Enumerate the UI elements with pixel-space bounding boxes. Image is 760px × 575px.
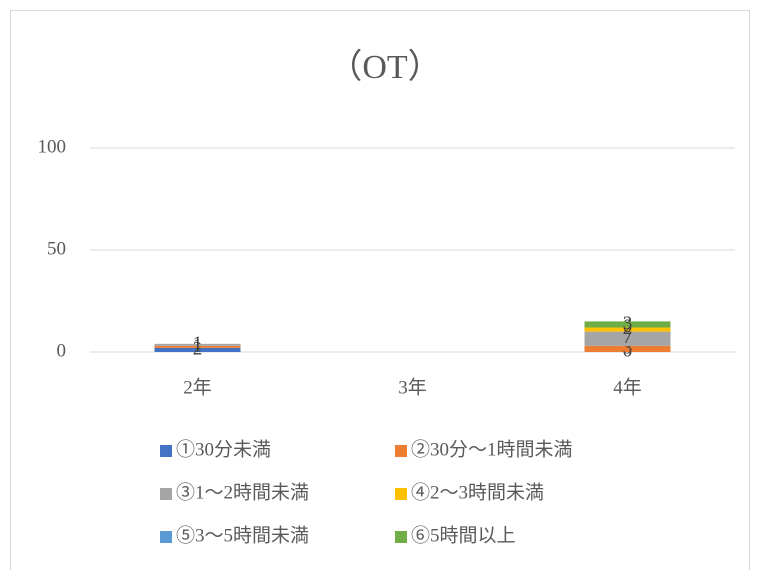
legend-swatch (395, 531, 407, 543)
y-tick-label: 0 (57, 340, 67, 361)
chart-title: （OT） (328, 48, 441, 86)
legend-label: ④2～3時間未満 (411, 481, 544, 503)
x-tick-label: 4年 (613, 376, 642, 398)
legend-swatch (395, 488, 407, 500)
chart-border (10, 10, 750, 575)
data-label: 2 (623, 318, 633, 339)
legend-swatch (160, 488, 172, 500)
bar-segment (154, 347, 241, 352)
y-tick-label: 50 (47, 238, 66, 259)
legend-label: ①30分未満 (176, 438, 271, 460)
bar-segment (584, 327, 671, 332)
legend-swatch (395, 445, 407, 457)
legend-swatch (160, 531, 172, 543)
legend-label: ②30分～1時間未満 (411, 438, 573, 460)
data-label: 1 (193, 333, 203, 354)
data-label: 2 (193, 338, 203, 359)
data-label: 3 (623, 337, 633, 358)
x-tick-label: 2年 (183, 376, 212, 398)
data-label: 7 (623, 327, 633, 348)
data-label: 3 (623, 313, 633, 334)
x-tick-label: 3年 (398, 376, 427, 398)
bar-segment (584, 321, 671, 328)
bar-segment (584, 345, 671, 352)
legend-label: ⑥5時間以上 (411, 524, 516, 546)
legend-label: ③1～2時間未満 (176, 481, 309, 503)
bar-segment (154, 345, 241, 348)
bar-segment (154, 343, 241, 346)
y-tick-label: 100 (38, 136, 67, 157)
legend-swatch (160, 445, 172, 457)
legend-label: ⑤3～5時間未満 (176, 524, 309, 546)
bar-segment (584, 331, 671, 346)
